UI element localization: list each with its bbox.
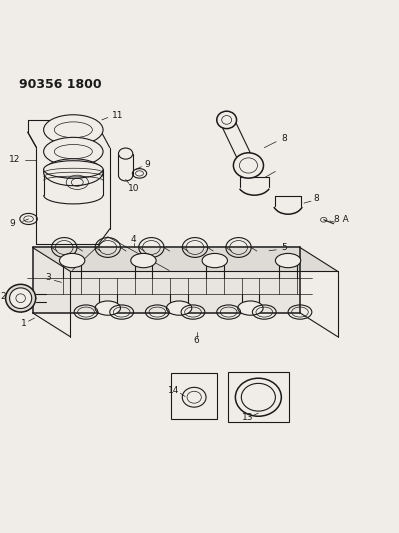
Text: 6: 6 [193, 336, 199, 345]
Polygon shape [33, 247, 338, 271]
Ellipse shape [54, 122, 92, 138]
Text: 9: 9 [144, 160, 150, 169]
Ellipse shape [43, 161, 103, 178]
Text: 4: 4 [131, 235, 136, 244]
Ellipse shape [202, 253, 227, 268]
Text: 11: 11 [112, 111, 123, 119]
Ellipse shape [54, 166, 92, 179]
Ellipse shape [54, 144, 92, 159]
Bar [171, 374, 217, 419]
Ellipse shape [275, 253, 301, 268]
Text: 13: 13 [242, 414, 253, 422]
Ellipse shape [238, 301, 263, 315]
Text: 5: 5 [281, 243, 287, 252]
Text: 10: 10 [128, 183, 139, 192]
Ellipse shape [217, 111, 237, 128]
Ellipse shape [166, 301, 192, 315]
Ellipse shape [10, 288, 32, 309]
Ellipse shape [43, 159, 103, 185]
Bar [228, 372, 289, 422]
Text: 8: 8 [314, 194, 320, 203]
Ellipse shape [6, 284, 36, 312]
Ellipse shape [95, 301, 120, 315]
Text: 3: 3 [45, 273, 51, 282]
Text: 12: 12 [9, 155, 20, 164]
Ellipse shape [233, 153, 263, 178]
Text: 90356 1800: 90356 1800 [19, 78, 101, 91]
Text: 9: 9 [10, 219, 16, 228]
Text: 1: 1 [20, 319, 26, 328]
Ellipse shape [43, 138, 103, 166]
Text: 8: 8 [281, 134, 287, 143]
Text: 14: 14 [168, 385, 180, 394]
Ellipse shape [119, 148, 133, 159]
Polygon shape [33, 247, 300, 313]
Ellipse shape [43, 115, 103, 145]
Ellipse shape [131, 253, 156, 268]
Text: 2: 2 [0, 292, 6, 301]
Ellipse shape [59, 253, 85, 268]
Text: 8 A: 8 A [334, 215, 349, 224]
